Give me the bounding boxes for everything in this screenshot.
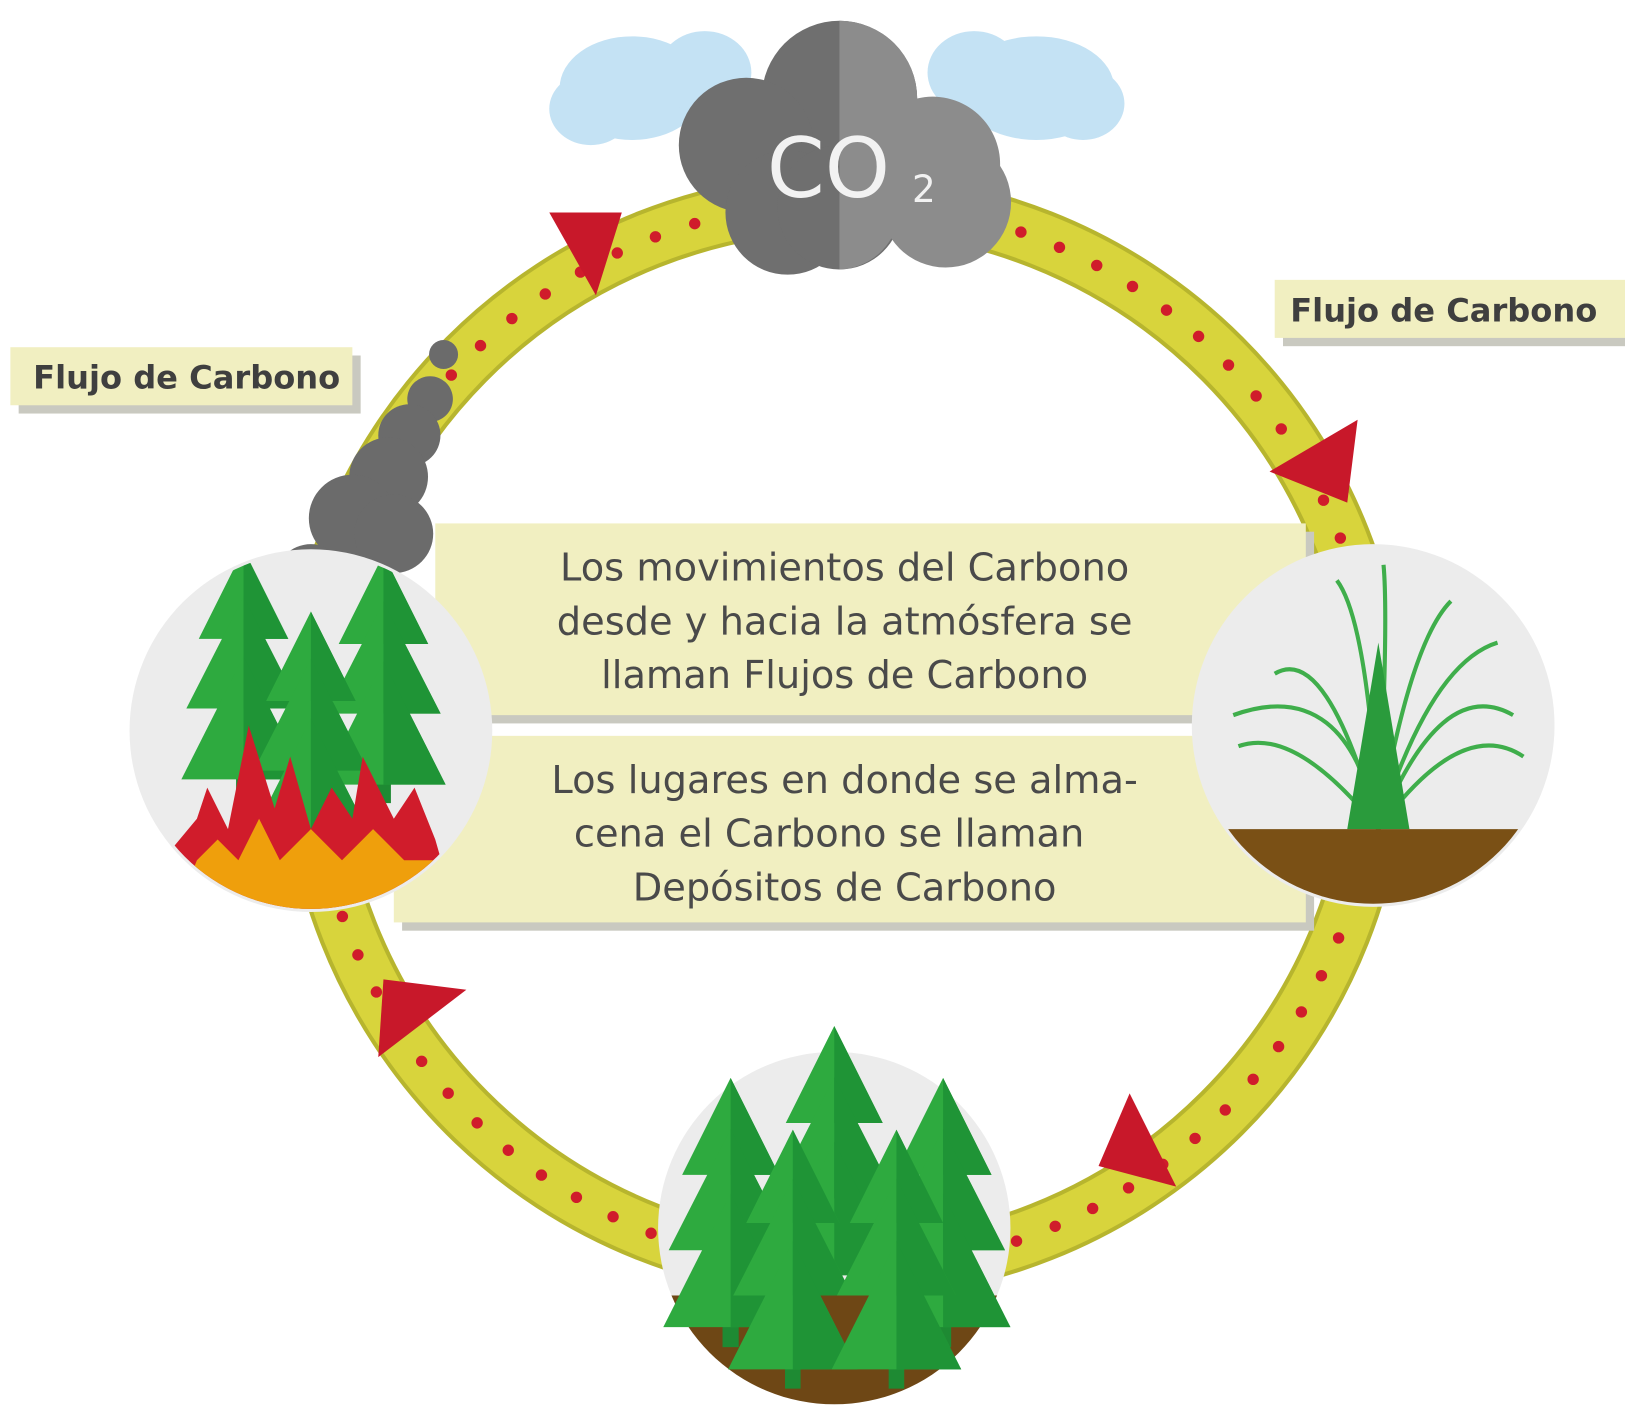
text-line: cena el Carbono se llaman [574, 812, 1084, 857]
text-line: desde y hacia la atmósfera se [557, 599, 1133, 644]
paragraph-pools: Los lugares en donde se alma- cena el Ca… [551, 758, 1137, 911]
text-line: Los lugares en donde se alma- [551, 758, 1137, 803]
text-line: llaman Flujos de Carbono [601, 653, 1088, 698]
flux-label: Flujo de Carbono [33, 359, 340, 397]
text-line: Los movimientos del Carbono [560, 545, 1129, 590]
carbon-cycle-diagram: Los movimientos del Carbono desde y haci… [0, 0, 1625, 1423]
page: Los movimientos del Carbono desde y haci… [0, 0, 1625, 1423]
flux-label: Flujo de Carbono [1290, 291, 1597, 329]
cloud-subscript: 2 [912, 167, 936, 211]
cloud-label: CO [767, 120, 890, 217]
text-line: Depósitos de Carbono [633, 866, 1057, 911]
paragraph-flows: Los movimientos del Carbono desde y haci… [557, 545, 1133, 698]
